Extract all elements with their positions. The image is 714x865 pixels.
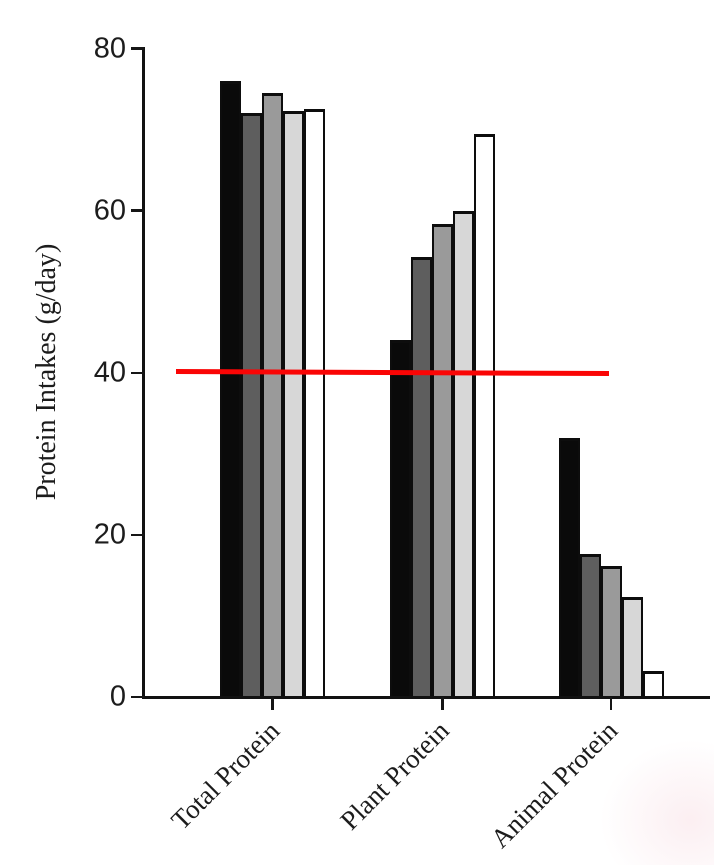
bar-animal-protein-black <box>558 438 580 698</box>
bar-plant-protein-black <box>390 340 411 698</box>
bar-animal-protein-white <box>642 671 664 698</box>
bar-plant-protein-dark-gray <box>411 257 432 698</box>
bar-total-protein-medium-gray <box>262 93 283 698</box>
y-tick-label-20: 20 <box>93 518 126 551</box>
y-axis-title: Protein Intakes (g/day) <box>31 243 62 501</box>
y-tick-20 <box>131 533 144 537</box>
x-tick-animal-protein <box>609 697 613 710</box>
bar-plant-protein-white <box>474 134 495 698</box>
y-tick-label-80: 80 <box>93 32 126 65</box>
bar-total-protein-black <box>220 81 241 698</box>
x-tick-total-protein <box>271 697 274 710</box>
bar-animal-protein-light-gray <box>621 597 643 698</box>
bar-plant-protein-light-gray <box>453 211 474 698</box>
y-tick-label-0: 0 <box>109 680 126 713</box>
bar-total-protein-light-gray <box>283 111 304 698</box>
background-smudge-artifact <box>600 740 714 865</box>
x-axis-line <box>142 696 710 699</box>
x-tick-plant-protein <box>441 697 444 710</box>
x-category-label-animal-protein: Animal Protein <box>485 715 624 854</box>
y-tick-label-40: 40 <box>93 356 126 389</box>
bar-animal-protein-medium-gray <box>600 566 622 698</box>
bar-animal-protein-dark-gray <box>579 554 601 698</box>
y-tick-80 <box>131 47 144 50</box>
y-tick-60 <box>131 209 144 212</box>
y-tick-40 <box>131 371 144 374</box>
bar-plant-protein-medium-gray <box>432 224 453 698</box>
bar-total-protein-dark-gray <box>241 113 262 698</box>
y-tick-0 <box>131 695 144 699</box>
x-category-label-plant-protein: Plant Protein <box>334 715 456 836</box>
x-category-label-total-protein: Total Protein <box>164 715 286 836</box>
bar-total-protein-white <box>304 109 325 698</box>
y-tick-label-60: 60 <box>93 194 126 227</box>
